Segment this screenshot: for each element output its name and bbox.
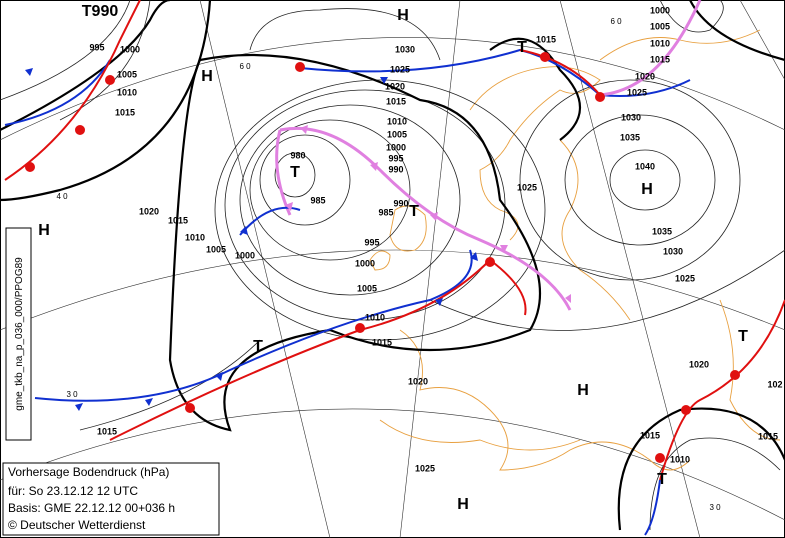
isobar-label: 1005	[650, 21, 670, 31]
isobar-label: 1010	[185, 232, 205, 242]
isobar-label: 995	[364, 237, 379, 247]
pressure-center: T	[517, 39, 527, 56]
side-label: gme_tkb_na_p_036_000/PPOG89	[14, 257, 25, 411]
isobar-label: 1020	[385, 81, 405, 91]
isobar-label: 1030	[621, 112, 641, 122]
pressure-center: T	[409, 203, 419, 220]
info-title: Vorhersage Bodendruck (hPa)	[8, 465, 169, 479]
isobar-label: 985	[378, 207, 393, 217]
isobar-label: 1030	[395, 44, 415, 54]
latitude-label: 6 0	[610, 17, 622, 26]
isobar-label: 1035	[620, 132, 640, 142]
isobar-label: 1040	[635, 161, 655, 171]
isobar-label: 102	[767, 379, 782, 389]
isobar-label: 1015	[115, 107, 135, 117]
isobar-label: 1025	[627, 87, 647, 97]
isobar-label: 1000	[386, 142, 406, 152]
isobar-label: 1035	[652, 226, 672, 236]
latitude-label: 4 0	[56, 192, 68, 201]
isobar-label: 985	[310, 195, 325, 205]
isobar-label: 1010	[387, 116, 407, 126]
pressure-center: H	[641, 181, 653, 198]
isobar-label: 1010	[365, 312, 385, 322]
pressure-center: T	[738, 328, 748, 345]
isobar-label: 1010	[117, 87, 137, 97]
isobar-label: 1015	[168, 215, 188, 225]
isobar-label: 1000	[120, 44, 140, 54]
pressure-center: T990	[82, 3, 119, 20]
isobar-label: 1005	[387, 129, 407, 139]
isobar-label: 1010	[670, 454, 690, 464]
isobar-label: 1005	[206, 244, 226, 254]
pressure-center: H	[201, 68, 213, 85]
pressure-center: H	[38, 222, 50, 239]
isobar-label: 1015	[536, 34, 556, 44]
isobar-label: 1000	[650, 5, 670, 15]
isobar-label: 1015	[650, 54, 670, 64]
isobar-label: 1025	[675, 273, 695, 283]
isobar-label: 1015	[372, 337, 392, 347]
isobar-label: 1030	[663, 246, 683, 256]
fronts	[4, 0, 785, 536]
pressure-center: T	[657, 471, 667, 488]
isobar-label: 1025	[390, 64, 410, 74]
info-copyright: © Deutscher Wetterdienst	[8, 518, 146, 532]
pressure-center: H	[397, 7, 409, 24]
latitude-label: 3 0	[66, 390, 78, 399]
pressure-center: T	[290, 164, 300, 181]
isobar-label: 990	[393, 198, 408, 208]
isobar-label: 1000	[355, 258, 375, 268]
latitude-label: 3 0	[709, 503, 721, 512]
pressure-center: H	[577, 382, 589, 399]
isobar-label: 1025	[415, 463, 435, 473]
info-basis: Basis: GME 22.12.12 00+036 h	[8, 501, 175, 515]
isobar-label: 1010	[650, 38, 670, 48]
info-valid: für: So 23.12.12 12 UTC	[8, 484, 138, 498]
side-label-box	[5, 227, 32, 441]
isobar-label: 1015	[386, 96, 406, 106]
isobar-label: 1020	[689, 359, 709, 369]
isobar-label: 1005	[357, 283, 377, 293]
isobar-label: 995	[89, 42, 104, 52]
isobar-label: 990	[388, 164, 403, 174]
isobar-label: 1020	[408, 376, 428, 386]
isobar-label: 1025	[517, 182, 537, 192]
isobar-label: 1015	[758, 431, 778, 441]
info-box	[2, 462, 220, 536]
isobar-label: 1020	[635, 71, 655, 81]
isobar-label: 1020	[139, 206, 159, 216]
isobar-label: 1000	[235, 250, 255, 260]
isobar-label: 1005	[117, 69, 137, 79]
isobar-label: 980	[290, 150, 305, 160]
isobar-label: 995	[388, 153, 403, 163]
isobar-label: 1015	[640, 430, 660, 440]
coastlines	[369, 29, 781, 471]
pressure-center: T	[253, 338, 263, 355]
isobar-label: 1015	[97, 426, 117, 436]
latitude-label: 6 0	[239, 62, 251, 71]
pressure-center: H	[457, 496, 469, 513]
